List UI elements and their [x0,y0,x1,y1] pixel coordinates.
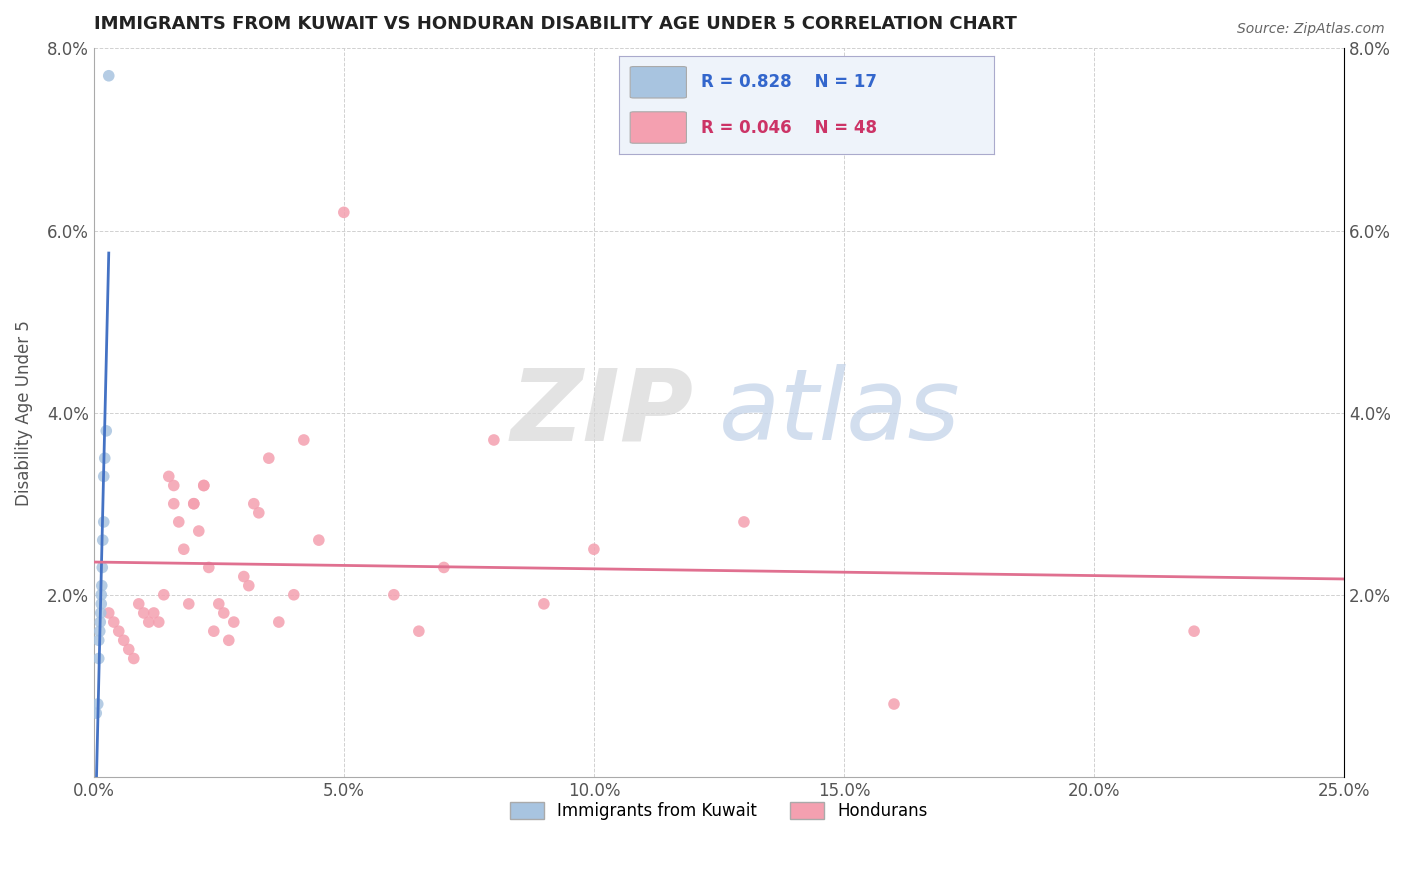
Point [733,515,755,529]
Point [257,451,280,466]
Point [208,597,231,611]
Point [87,697,110,711]
Point [90,606,112,620]
Point [173,542,195,557]
Point [89,624,111,639]
Point [283,588,305,602]
Point [91,533,114,548]
Text: atlas: atlas [718,364,960,461]
Point [382,588,405,602]
Point [118,642,141,657]
Point [163,497,186,511]
Point [87,651,110,665]
Point [267,615,290,629]
Point [533,597,555,611]
Point [90,597,112,611]
Point [238,579,260,593]
Text: IMMIGRANTS FROM KUWAIT VS HONDURAN DISABILITY AGE UNDER 5 CORRELATION CHART: IMMIGRANTS FROM KUWAIT VS HONDURAN DISAB… [94,15,1017,33]
Point [167,515,190,529]
Point [112,633,135,648]
Point [142,606,165,620]
Text: Source: ZipAtlas.com: Source: ZipAtlas.com [1237,22,1385,37]
Point [408,624,430,639]
Point [582,542,605,557]
Point [103,615,125,629]
Point [122,651,145,665]
Point [177,597,200,611]
Point [96,424,118,438]
Y-axis label: Disability Age Under 5: Disability Age Under 5 [15,319,32,506]
Point [138,615,160,629]
Point [152,588,174,602]
Point [193,478,215,492]
Point [128,597,150,611]
Point [222,615,245,629]
Point [97,606,120,620]
Point [292,433,315,447]
Point [87,633,110,648]
Point [187,524,209,538]
Text: ZIP: ZIP [510,364,695,461]
Point [90,588,112,602]
Point [308,533,330,548]
Point [107,624,129,639]
Point [433,560,456,574]
Point [212,606,235,620]
Legend: Immigrants from Kuwait, Hondurans: Immigrants from Kuwait, Hondurans [503,796,934,827]
Point [1182,624,1205,639]
Point [482,433,505,447]
Point [193,478,215,492]
Point [90,579,112,593]
Point [243,497,266,511]
Point [157,469,180,483]
Point [97,69,120,83]
Point [197,560,219,574]
Point [183,497,205,511]
Point [163,478,186,492]
Point [232,569,254,583]
Point [218,633,240,648]
Point [202,624,225,639]
Point [183,497,205,511]
Point [883,697,905,711]
Point [93,469,115,483]
Point [93,515,115,529]
Point [333,205,356,219]
Point [84,706,107,720]
Point [247,506,270,520]
Point [94,451,117,466]
Point [148,615,170,629]
Point [89,615,111,629]
Point [132,606,155,620]
Point [91,560,114,574]
